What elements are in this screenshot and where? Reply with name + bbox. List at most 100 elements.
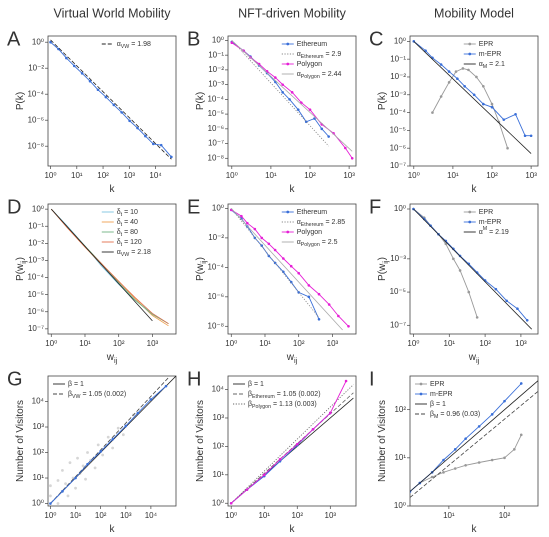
legend-label: αM = 2.1: [479, 61, 505, 71]
plot-frame: [409, 203, 539, 335]
label-text: k: [472, 524, 478, 535]
scatter-point: [68, 461, 72, 465]
series-line: [230, 380, 347, 504]
y-tick-label: 10⁻¹: [208, 50, 224, 59]
legend-suffix: = 2.9: [324, 51, 342, 58]
y-tick-label: 10⁻²: [28, 238, 44, 247]
legend-sub: M: [434, 414, 438, 420]
series-line: [51, 208, 169, 325]
legend-label: βVW = 1.05 (0.002): [68, 391, 126, 401]
legend-sup: M: [483, 226, 487, 232]
legend-label: αEthereum = 2.85: [297, 219, 346, 229]
legend-suffix: = 1.05 (0.002): [275, 391, 321, 398]
series-line: [50, 41, 172, 158]
series-line: [231, 42, 353, 159]
label-sub: ij: [19, 260, 28, 264]
legend-marker: [286, 230, 290, 234]
y-tick-label: 10⁰: [212, 498, 224, 507]
data-point: [344, 379, 348, 383]
legend-name: α: [297, 239, 301, 246]
plot-area: [49, 39, 173, 160]
y-tick-label: 10⁻⁶: [390, 143, 406, 152]
label-text: Number of Visitors: [15, 400, 26, 482]
plot-frame: [409, 375, 539, 507]
legend-sub: t: [121, 242, 123, 248]
x-axis-label: k: [110, 524, 116, 535]
legend-name: β = 1: [68, 381, 84, 388]
plot-frame: [47, 375, 177, 507]
x-tick-label: 10⁰: [44, 171, 56, 180]
x-axis-label: k: [472, 524, 478, 535]
data-point: [313, 117, 316, 120]
data-point: [267, 254, 271, 258]
x-tick-label: 10⁰: [44, 511, 56, 520]
legend-name: EPR: [430, 381, 444, 388]
data-point: [72, 64, 76, 68]
legend-name: α: [297, 51, 301, 58]
data-point: [151, 142, 155, 146]
legend-label: Polygon: [297, 229, 322, 236]
legend-sub: t: [121, 232, 123, 238]
legend-name: β: [430, 411, 434, 418]
legend-suffix: = 0.96 (0.03): [438, 411, 480, 418]
plot-area: [412, 207, 532, 330]
legend-sub: VW: [121, 252, 130, 258]
y-tick-label: 10⁴: [32, 397, 45, 406]
label-text: P(w: [15, 263, 26, 281]
data-point: [452, 257, 455, 261]
data-point: [529, 134, 533, 138]
x-tick-label: 10¹: [447, 171, 459, 180]
x-axis-label: wij: [106, 352, 118, 366]
legend-label: αEthereum = 2.9: [297, 51, 342, 61]
data-point: [86, 462, 89, 466]
x-tick-label: 10²: [291, 511, 303, 520]
scatter-point: [101, 453, 105, 457]
series-line: [231, 40, 353, 152]
plot-frame: [47, 35, 177, 167]
label-text: w: [286, 352, 295, 363]
y-axis-label: P(k): [15, 92, 26, 110]
data-point: [273, 248, 277, 252]
legend-label: δt = 120: [117, 239, 142, 249]
y-tick-label: 10²: [32, 448, 44, 457]
data-point: [525, 319, 529, 322]
x-tick-label: 10¹: [71, 171, 83, 180]
legend-label: m-EPR: [479, 51, 502, 58]
legend-label: β = 1: [68, 381, 84, 388]
label-text: P(k): [195, 92, 206, 110]
legend-marker: [286, 42, 290, 46]
data-point: [442, 471, 445, 474]
data-point: [477, 425, 481, 428]
column-title: Mobility Model: [434, 6, 514, 20]
data-point: [88, 79, 92, 83]
y-tick-label: 10¹: [212, 470, 224, 479]
y-axis-label: Number of Visitors: [377, 400, 388, 482]
series-line: [50, 377, 169, 504]
data-point: [475, 75, 478, 79]
data-point: [327, 135, 330, 138]
legend-label: βPolygon = 1.13 (0.003): [248, 401, 317, 411]
legend-label: δt = 80: [117, 229, 138, 239]
y-tick-label: 10⁰: [394, 36, 406, 45]
panel-letter: F: [369, 196, 381, 218]
legend-name: EPR: [479, 209, 493, 216]
series-line: [432, 68, 509, 149]
data-point: [429, 224, 432, 227]
y-tick-label: 10⁻⁶: [208, 124, 224, 133]
data-point: [245, 488, 249, 491]
y-tick-label: 10³: [32, 422, 44, 431]
x-tick-label: 10¹: [258, 511, 270, 520]
data-point: [65, 56, 68, 60]
data-point: [99, 450, 102, 453]
plot-frame: [227, 35, 357, 167]
data-point: [505, 299, 508, 303]
legend-label: Ethereum: [297, 209, 328, 216]
data-point: [49, 502, 52, 505]
x-tick-label: 10²: [95, 511, 107, 520]
plot-area: [410, 380, 538, 498]
series-line: [413, 41, 532, 154]
label-suffix: ): [15, 257, 26, 260]
y-tick-label: 10⁻²: [28, 63, 44, 72]
data-point: [467, 290, 471, 294]
